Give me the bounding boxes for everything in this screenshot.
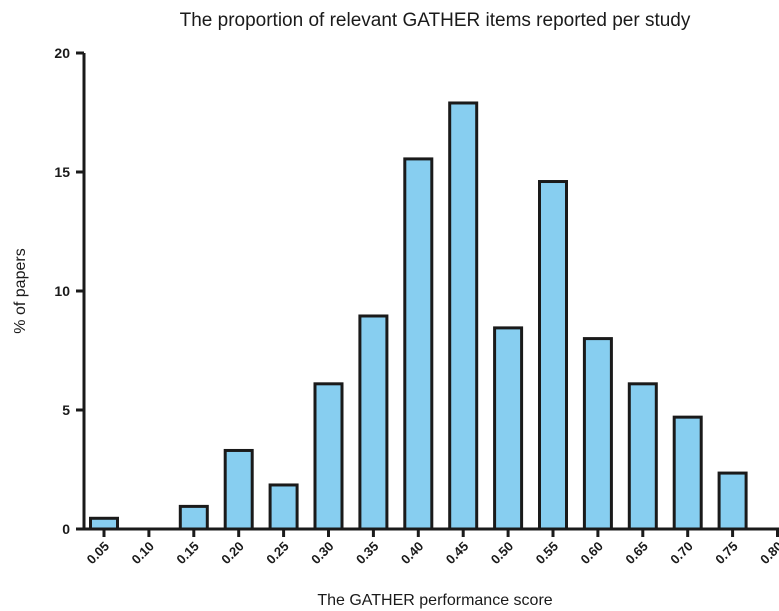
x-tick-label-0.80: 0.80: [757, 539, 779, 568]
x-tick-label-0.25: 0.25: [263, 539, 292, 568]
plot-area: 0 5 10 15 20 0.05 0.10 0.15 0.20 0.25 0.30 0.35 0.40…: [54, 45, 779, 567]
x-tick-label-0.50: 0.50: [488, 539, 517, 568]
x-tick-label-0.05: 0.05: [84, 539, 113, 568]
bar-0.05: [91, 518, 118, 529]
y-tick-label-0: 0: [62, 521, 70, 537]
bar-0.40: [405, 159, 432, 529]
x-tick-label-0.20: 0.20: [218, 539, 247, 568]
bar-0.70: [674, 417, 701, 529]
x-tick-label-0.40: 0.40: [398, 539, 427, 568]
y-tick-label-10: 10: [54, 283, 70, 299]
x-tick-label-0.55: 0.55: [533, 539, 562, 568]
chart-title: The proportion of relevant GATHER items …: [180, 10, 691, 31]
bar-0.55: [540, 182, 567, 529]
x-tick-label-0.35: 0.35: [353, 539, 382, 568]
x-tick-label-0.70: 0.70: [667, 539, 696, 568]
y-axis-label: % of papers: [12, 248, 29, 333]
bar-0.45: [450, 103, 477, 529]
x-tick-label-0.30: 0.30: [308, 539, 337, 568]
bar-0.25: [270, 485, 297, 529]
bar-0.35: [360, 316, 387, 529]
bar-0.65: [629, 384, 656, 529]
x-tick-label-0.45: 0.45: [443, 539, 472, 568]
bar-0.30: [315, 384, 342, 529]
bar-0.60: [584, 339, 611, 529]
x-tick-label-0.15: 0.15: [173, 539, 202, 568]
bar-0.15: [180, 506, 207, 529]
bar-0.20: [225, 450, 252, 529]
bar-0.75: [719, 473, 746, 529]
x-tick-label-0.10: 0.10: [129, 539, 158, 568]
x-tick-label-0.65: 0.65: [622, 539, 651, 568]
y-tick-label-5: 5: [62, 402, 70, 418]
x-tick-label-0.60: 0.60: [578, 539, 607, 568]
y-tick-label-15: 15: [54, 164, 70, 180]
y-tick-label-20: 20: [54, 45, 70, 61]
bar-0.50: [495, 328, 522, 529]
x-axis-label: The GATHER performance score: [317, 592, 552, 609]
x-tick-label-0.75: 0.75: [712, 539, 741, 568]
